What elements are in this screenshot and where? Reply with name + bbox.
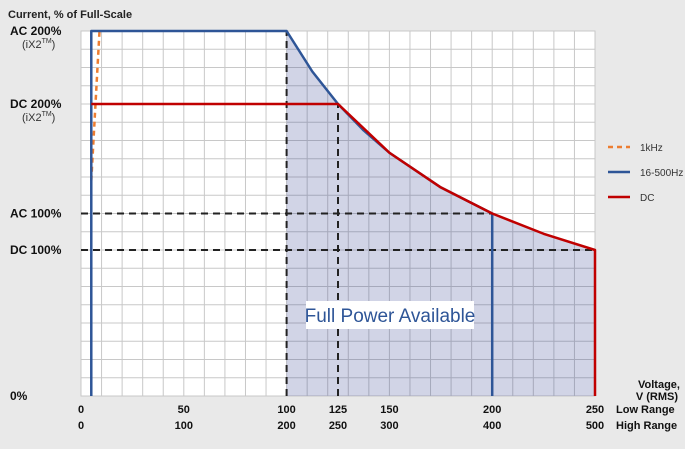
x-tick-label-high: 500 — [586, 420, 604, 432]
x-tick-label-low: 125 — [329, 404, 347, 416]
y-tick-sublabel-text: (iX2 — [22, 39, 42, 51]
legend-label: 1kHz — [640, 143, 663, 154]
legend-label: 16-500Hz — [640, 168, 683, 179]
series-line-dc — [91, 102, 597, 396]
x-tick-label-low: 250 — [586, 404, 604, 416]
x-tick-label-low: 200 — [483, 404, 501, 416]
y-tick-sublabel: (iX2TM) — [22, 111, 55, 124]
y-tick-sublabel-text: (iX2 — [22, 112, 42, 124]
annotation-box — [306, 301, 474, 329]
y-tick-sublabel-tm: TM — [42, 38, 52, 45]
x-tick-label-low: 100 — [277, 404, 295, 416]
x-tick-label-low: 150 — [380, 404, 398, 416]
range-label-high: High Range — [616, 420, 677, 432]
y-tick-sublabel: (iX2TM) — [22, 38, 55, 51]
y-tick-label: DC 100% — [10, 243, 62, 257]
range-label-low: Low Range — [616, 404, 675, 416]
x-tick-label-high: 400 — [483, 420, 501, 432]
x-tick-label-low: 0 — [78, 404, 84, 416]
y-tick-sublabel-close: ) — [52, 39, 56, 51]
y-tick-label: AC 200% — [10, 24, 62, 38]
x-axis-label-line1: Voltage, — [638, 379, 680, 391]
x-tick-label-high: 100 — [175, 420, 193, 432]
annotation-label: Full Power Available — [305, 306, 476, 327]
x-tick-label-low: 50 — [178, 404, 190, 416]
x-axis-label-line2: V (RMS) — [636, 391, 679, 403]
y-tick-label: AC 100% — [10, 207, 62, 221]
x-tick-label-high: 300 — [380, 420, 398, 432]
y-tick-sublabel-tm: TM — [42, 111, 52, 118]
y-tick-label: 0% — [10, 389, 28, 403]
x-tick-label-high: 250 — [329, 420, 347, 432]
y-tick-label: DC 200% — [10, 97, 62, 111]
y-tick-sublabel-close: ) — [52, 112, 56, 124]
x-tick-label-high: 0 — [78, 420, 84, 432]
series-line-1khz — [90, 30, 101, 181]
x-tick-label-high: 200 — [277, 420, 295, 432]
chart-title: Current, % of Full-Scale — [8, 9, 132, 21]
legend-label: DC — [640, 193, 654, 204]
